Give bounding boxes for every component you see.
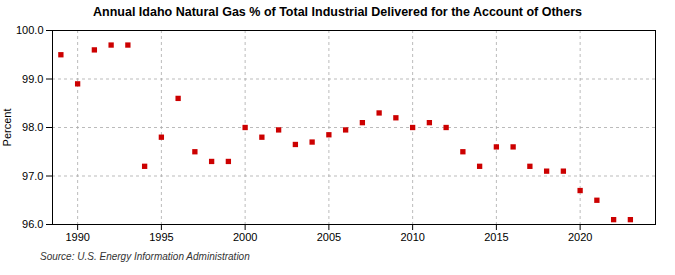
svg-text:1995: 1995 — [149, 231, 173, 243]
svg-text:100.0: 100.0 — [16, 24, 44, 36]
svg-text:96.0: 96.0 — [22, 218, 43, 230]
svg-text:99.0: 99.0 — [22, 73, 43, 85]
svg-text:2015: 2015 — [484, 231, 508, 243]
html-text:Source: U.S. Energy Informatio: Source: U.S. Energy Information Administ… — [40, 251, 250, 262]
svg-text:97.0: 97.0 — [22, 170, 43, 182]
svg-text:98.0: 98.0 — [22, 121, 43, 133]
svg-text:2020: 2020 — [568, 231, 592, 243]
svg-text:1990: 1990 — [65, 231, 89, 243]
html-text:Annual Idaho Natural Gas % of: Annual Idaho Natural Gas % of Total Indu… — [93, 5, 582, 19]
svg-text:Percent: Percent — [1, 109, 13, 147]
svg-text:2010: 2010 — [400, 231, 424, 243]
svg-text:2000: 2000 — [233, 231, 257, 243]
svg-text:2005: 2005 — [317, 231, 341, 243]
